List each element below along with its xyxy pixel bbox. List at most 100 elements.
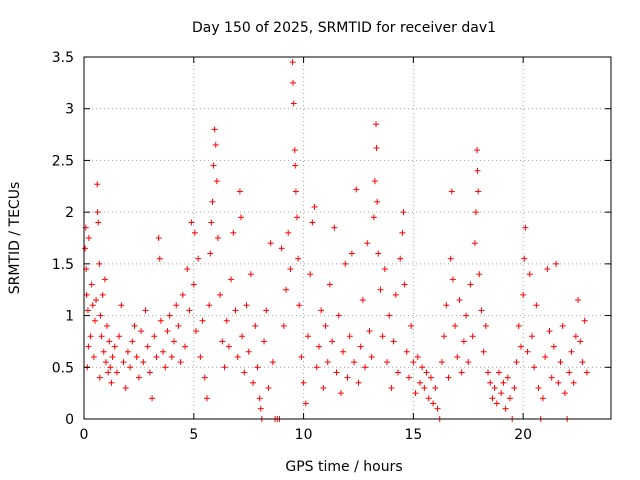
data-point	[88, 333, 94, 339]
data-point	[149, 395, 155, 401]
data-point	[568, 349, 574, 355]
data-point	[547, 328, 553, 334]
data-point	[478, 307, 484, 313]
data-point	[435, 406, 441, 412]
data-point	[129, 338, 135, 344]
data-point	[461, 338, 467, 344]
data-point	[239, 333, 245, 339]
data-point	[207, 251, 213, 257]
data-point	[439, 359, 445, 365]
data-point	[215, 235, 221, 241]
data-point	[238, 214, 244, 220]
data-point	[410, 359, 416, 365]
data-point	[474, 147, 480, 153]
data-point	[492, 385, 498, 391]
data-point	[281, 323, 287, 329]
data-point	[204, 395, 210, 401]
data-point	[551, 344, 557, 350]
data-point	[95, 209, 101, 215]
data-point	[320, 385, 326, 391]
data-point	[104, 323, 110, 329]
data-point	[503, 406, 509, 412]
data-point	[316, 344, 322, 350]
data-point	[456, 297, 462, 303]
data-point	[373, 145, 379, 151]
data-point	[399, 230, 405, 236]
data-point	[167, 313, 173, 319]
data-point	[408, 323, 414, 329]
data-point	[173, 302, 179, 308]
data-point	[112, 344, 118, 350]
data-point	[525, 349, 531, 355]
data-point	[362, 364, 368, 370]
data-point	[211, 163, 217, 169]
data-point	[520, 292, 526, 298]
data-point	[156, 235, 162, 241]
data-points	[82, 59, 590, 422]
data-point	[323, 323, 329, 329]
data-point	[415, 354, 421, 360]
data-point	[402, 282, 408, 288]
data-point	[212, 126, 218, 132]
data-point	[331, 225, 337, 231]
data-point	[89, 282, 95, 288]
data-point	[582, 318, 588, 324]
data-point	[562, 390, 568, 396]
x-axis-ticks: 0 5 10 15 20	[80, 57, 533, 443]
data-point	[157, 256, 163, 262]
data-point	[116, 333, 122, 339]
data-point	[270, 359, 276, 365]
data-point	[553, 261, 559, 267]
data-point	[182, 344, 188, 350]
data-point	[290, 59, 296, 65]
data-point	[449, 188, 455, 194]
data-point	[175, 323, 181, 329]
data-point	[292, 163, 298, 169]
data-point	[470, 333, 476, 339]
data-point	[487, 380, 493, 386]
data-point	[485, 369, 491, 375]
data-point	[584, 369, 590, 375]
y-tick-label: 0.5	[52, 360, 74, 376]
data-point	[206, 302, 212, 308]
data-point	[474, 168, 480, 174]
data-point	[527, 271, 533, 277]
y-tick-label: 0	[65, 412, 74, 428]
y-tick-label: 3.5	[52, 50, 74, 66]
data-point	[413, 390, 419, 396]
data-point	[577, 338, 583, 344]
data-point	[388, 385, 394, 391]
data-point	[180, 292, 186, 298]
y-tick-label: 1.5	[52, 257, 74, 273]
data-point	[307, 271, 313, 277]
data-point	[529, 333, 535, 339]
data-point	[452, 323, 458, 329]
data-point	[257, 395, 263, 401]
data-point	[294, 214, 300, 220]
data-point	[406, 375, 412, 381]
data-point	[489, 395, 495, 401]
data-point	[265, 385, 271, 391]
data-point	[153, 354, 159, 360]
data-point	[421, 385, 427, 391]
data-point	[147, 369, 153, 375]
data-point	[395, 369, 401, 375]
data-point	[184, 266, 190, 272]
data-point	[360, 297, 366, 303]
data-point	[84, 292, 90, 298]
data-point	[334, 369, 340, 375]
plot-frame	[84, 57, 611, 419]
data-point	[382, 266, 388, 272]
data-point	[224, 318, 230, 324]
data-point	[195, 256, 201, 262]
data-point	[85, 307, 91, 313]
srmtid-chart: Day 150 of 2025, SRMTID for receiver dav…	[0, 0, 640, 480]
data-point	[533, 302, 539, 308]
x-tick-label: 0	[80, 427, 89, 443]
data-point	[142, 307, 148, 313]
data-point	[540, 395, 546, 401]
data-point	[200, 318, 206, 324]
chart-title: Day 150 of 2025, SRMTID for receiver dav…	[192, 20, 496, 36]
data-point	[305, 333, 311, 339]
data-point	[441, 333, 447, 339]
